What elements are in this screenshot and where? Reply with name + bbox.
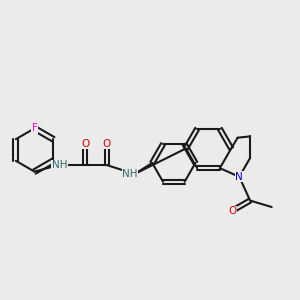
Text: N: N [236, 172, 243, 182]
Text: O: O [81, 139, 89, 148]
Text: F: F [32, 123, 38, 134]
Text: NH: NH [122, 169, 138, 179]
Text: O: O [229, 206, 237, 216]
Text: NH: NH [52, 160, 68, 170]
Text: O: O [103, 139, 111, 148]
